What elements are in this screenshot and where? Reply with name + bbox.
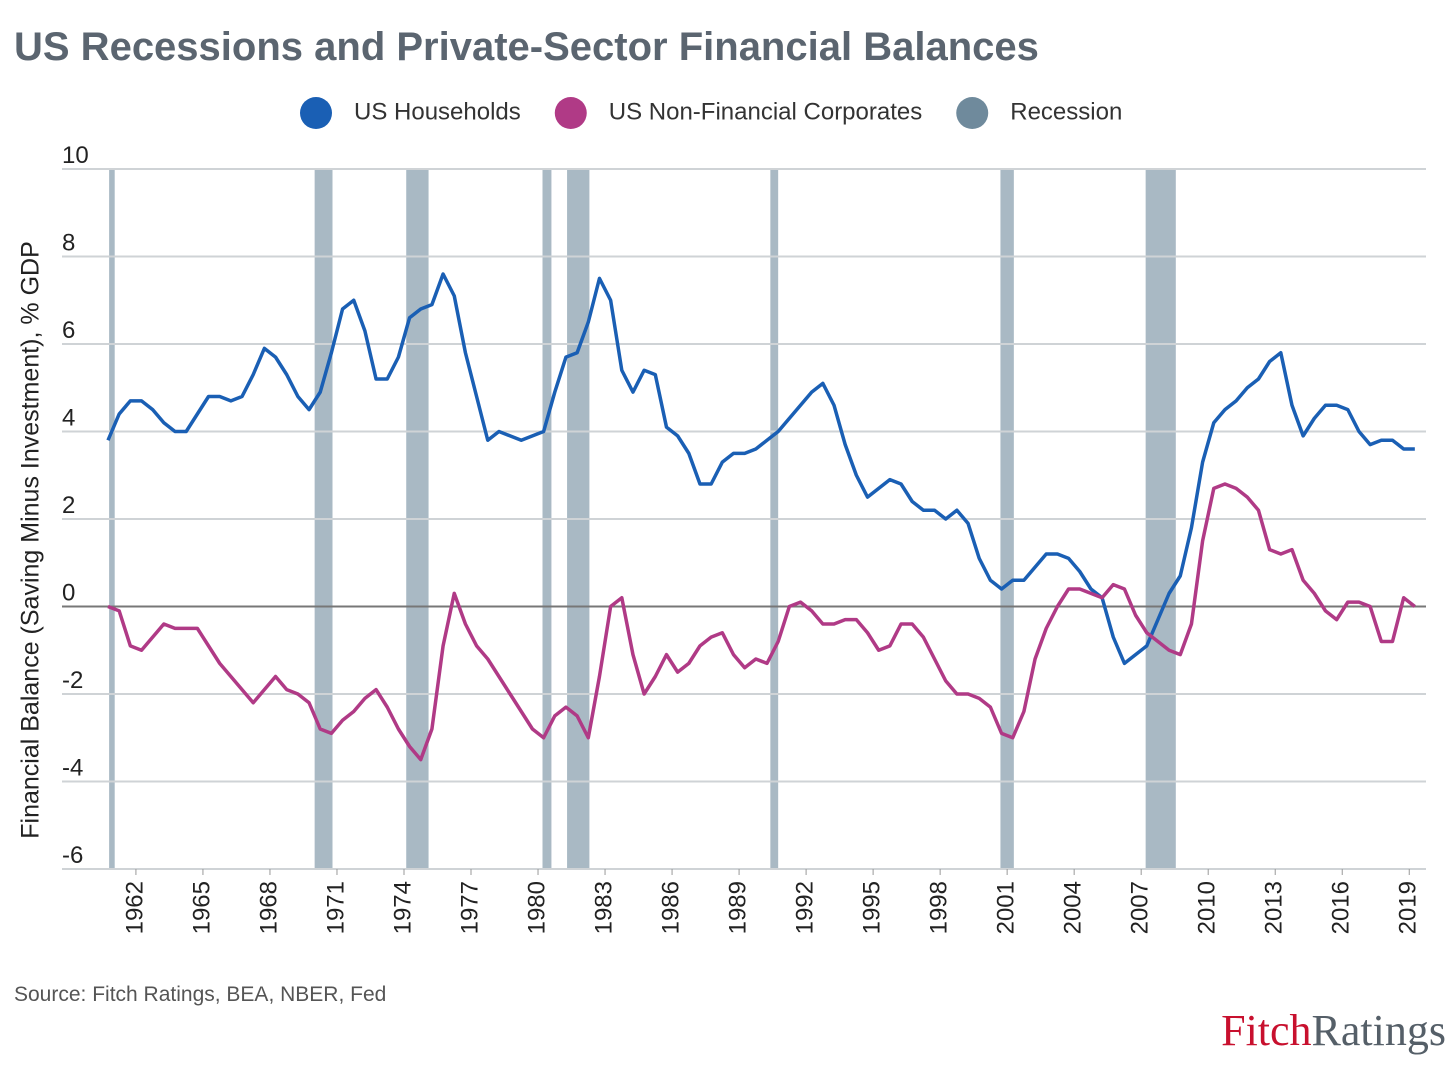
legend-item: US Non-Financial Corporates — [554, 97, 922, 129]
legend-swatch — [300, 97, 332, 129]
x-tick-label: 1989 — [724, 881, 751, 934]
x-tick-label: 1965 — [188, 881, 215, 934]
source: Source: Fitch Ratings, BEA, NBER, Fed — [14, 983, 386, 1006]
x-tick-label: 1980 — [523, 881, 550, 934]
x-tick-label: 1977 — [456, 881, 483, 934]
legend-item: Recession — [956, 97, 1122, 129]
x-tick-label: 1983 — [590, 881, 617, 934]
series-line — [107, 482, 1416, 762]
chart-title: US Recessions and Private-Sector Financi… — [14, 25, 1039, 69]
label-layer: -6 -4 -2 0 2 4 6 8 10 1962 1965 1968 1971 1974 1977 198… — [62, 142, 1422, 934]
legend-item: US Households — [300, 97, 521, 129]
x-tick-label: 2013 — [1261, 881, 1288, 934]
logo: FitchRatings — [1221, 1006, 1446, 1055]
x-tick-label: 1968 — [255, 881, 282, 934]
x-tick-label: 2019 — [1395, 881, 1422, 934]
legend-label: Recession — [1010, 98, 1122, 125]
legend-label: US Non-Financial Corporates — [609, 98, 922, 125]
legend-label: US Households — [354, 98, 521, 125]
y-tick-label: 0 — [62, 580, 75, 607]
x-tick-label: 1971 — [322, 881, 349, 934]
x-tick-label: 1986 — [657, 881, 684, 934]
legend: US Households US Non-Financial Corporates… — [300, 97, 1122, 129]
legend-swatch — [956, 97, 989, 129]
series-line — [106, 272, 1415, 666]
y-tick-label: -4 — [62, 755, 83, 782]
y-tick-label: -6 — [62, 842, 83, 869]
y-tick-label: 10 — [62, 142, 89, 169]
legend-swatch — [554, 97, 587, 129]
x-tick-label: 2016 — [1328, 881, 1355, 934]
x-tick-label: 1992 — [791, 881, 818, 934]
logo-part: Fitch — [1221, 1006, 1311, 1055]
logo-part: Ratings — [1312, 1006, 1446, 1055]
y-tick-label: 4 — [62, 405, 75, 432]
x-tick-label: 1995 — [858, 881, 885, 934]
x-tick-label: 2007 — [1127, 881, 1154, 934]
x-tick-label: 2001 — [992, 881, 1019, 934]
y-axis-label: Financial Balance (Saving Minus Investme… — [17, 241, 45, 838]
grid-layer — [62, 168, 1426, 875]
x-tick-label: 1974 — [389, 881, 416, 934]
x-tick-label: 1962 — [121, 881, 148, 934]
line-layer — [106, 272, 1416, 762]
x-tick-label: 2004 — [1060, 881, 1087, 934]
x-tick-label: 1998 — [925, 881, 952, 934]
y-tick-label: 2 — [62, 492, 75, 519]
y-tick-label: 6 — [62, 317, 75, 344]
y-tick-label: 8 — [62, 230, 75, 257]
x-tick-label: 2010 — [1194, 881, 1221, 934]
y-tick-label: -2 — [62, 667, 83, 694]
